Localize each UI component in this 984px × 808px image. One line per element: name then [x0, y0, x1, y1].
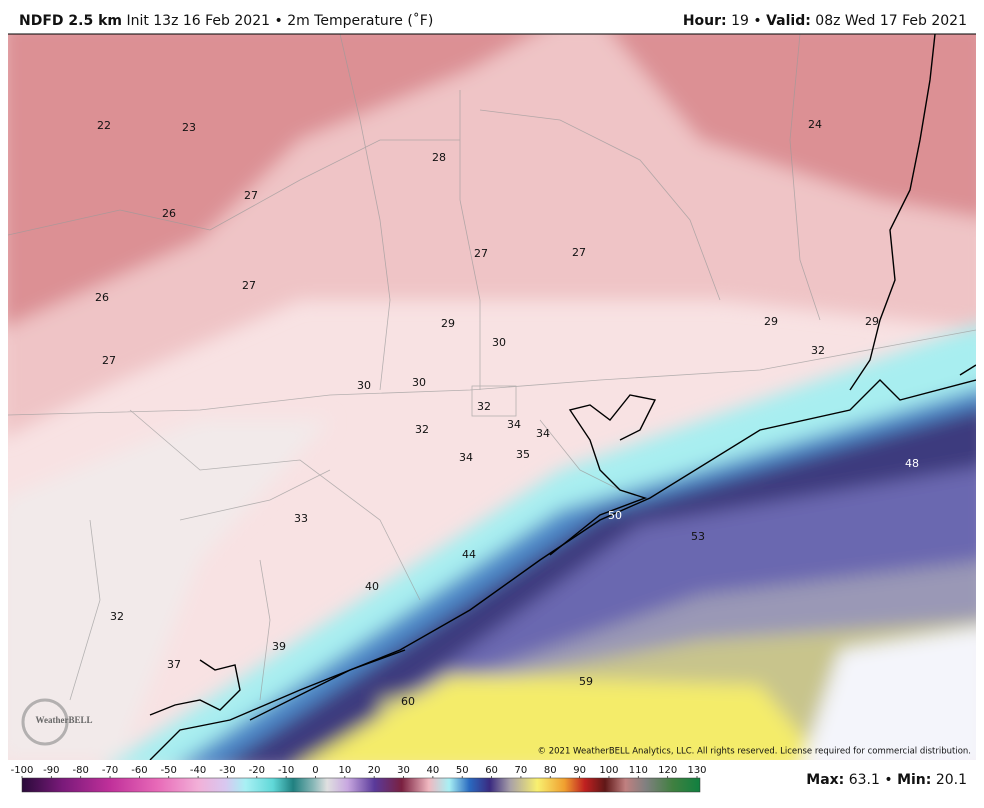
temperature-label: 40 [365, 580, 379, 593]
temperature-label: 35 [516, 448, 530, 461]
temperature-label: 22 [97, 119, 111, 132]
temperature-label: 32 [811, 344, 825, 357]
colorbar-tick-label: -90 [43, 765, 59, 776]
temperature-label: 27 [102, 354, 116, 367]
colorbar-tick-label: -50 [161, 765, 177, 776]
temperature-label: 26 [162, 207, 176, 220]
colorbar-tick-label: -30 [219, 765, 235, 776]
max-label: Max: [806, 772, 844, 788]
colorbar-tick-label: -60 [131, 765, 147, 776]
colorbar-tick-label: -40 [190, 765, 206, 776]
colorbar-tick-label: 60 [485, 765, 498, 776]
temperature-label: 27 [474, 247, 488, 260]
colorbar-tick-label: 120 [658, 765, 677, 776]
init: Init 13z 16 Feb 2021 [126, 13, 270, 29]
colorbar-gradient [21, 777, 701, 793]
map-labels: 22 23 28 24 27 26 27 27 26 27 29 30 29 29 32 27 30 30 32 34… [95, 118, 919, 708]
copyright: © 2021 WeatherBELL Analytics, LLC. All r… [538, 747, 971, 757]
temperature-label: 37 [167, 658, 181, 671]
header-segment: Hour: 19 • Valid: 08z Wed 17 Feb 2021 [683, 13, 967, 29]
temperature-label: 23 [182, 121, 196, 134]
temperature-label: 32 [110, 610, 124, 623]
colorbar-tick-label: 80 [544, 765, 557, 776]
temperature-label: 29 [441, 317, 455, 330]
temperature-label: 32 [477, 400, 491, 413]
hour: 19 [731, 13, 749, 29]
temperature-field [8, 34, 976, 760]
map: 22 23 28 24 27 26 27 27 26 27 29 30 29 29 32 27 30 30 32 34… [8, 34, 976, 760]
product: 2m Temperature (˚F) [287, 12, 433, 29]
separator: • [274, 13, 282, 29]
colorbar-tick-label: 70 [515, 765, 528, 776]
temperature-label: 39 [272, 640, 286, 653]
county-lines [8, 34, 976, 701]
temperature-label: 27 [242, 279, 256, 292]
colorbar-tick-label: 90 [573, 765, 586, 776]
header-segment: NDFD 2.5 km Init 13z 16 Feb 2021 • 2m Te… [19, 12, 433, 29]
temperature-label: 60 [401, 695, 415, 708]
min-label: Min: [897, 772, 931, 788]
colorbar-tick-label: 10 [338, 765, 351, 776]
colorbar-tick-label: 50 [456, 765, 469, 776]
temperature-label: 59 [579, 675, 593, 688]
logo: WeatherBELL [21, 698, 93, 746]
colorbar-tick-label: -70 [102, 765, 118, 776]
model: NDFD 2.5 km [19, 13, 122, 29]
temperature-label: 34 [536, 427, 550, 440]
max: 63.1 [849, 772, 880, 788]
valid-label: Valid: [766, 13, 811, 29]
temperature-label: 50 [608, 509, 622, 522]
colorbar-tick-label: 40 [427, 765, 440, 776]
temperature-label: 48 [905, 457, 919, 470]
temperature-label: 24 [808, 118, 822, 131]
temperature-label: 30 [492, 336, 506, 349]
coastline [149, 34, 976, 760]
colorbar-tick-label: 30 [397, 765, 410, 776]
temperature-label: 29 [764, 315, 778, 328]
temperature-label: 26 [95, 291, 109, 304]
colorbar: -100 -90 -80 -70 -60 -50 -40 -30 -20 -10 0 10 20 30 40… [11, 765, 707, 793]
temperature-label: 30 [357, 379, 371, 392]
temperature-label: 32 [415, 423, 429, 436]
temperature-label: 27 [244, 189, 258, 202]
temperature-label: 34 [507, 418, 521, 431]
colorbar-tick-label: 20 [368, 765, 381, 776]
colorbar-tick-label: 110 [629, 765, 648, 776]
temperature-label: 27 [572, 246, 586, 259]
hour-label: Hour: [683, 13, 727, 29]
temperature-label: 29 [865, 315, 879, 328]
separator: • [753, 13, 761, 29]
temperature-label: 30 [412, 376, 426, 389]
colorbar-tick-label: 130 [687, 765, 706, 776]
separator: • [884, 772, 892, 788]
temperature-label: 53 [691, 530, 705, 543]
colorbar-tick-label: -80 [73, 765, 89, 776]
temperature-label: 44 [462, 548, 476, 561]
colorbar-tick-label: 100 [599, 765, 618, 776]
logo-text: WeatherBELL [35, 715, 92, 725]
header: NDFD 2.5 km Init 13z 16 Feb 2021 • 2m Te… [19, 12, 967, 29]
footer-stats: Max: 63.1 • Min: 20.1 [806, 772, 967, 788]
valid: 08z Wed 17 Feb 2021 [815, 13, 967, 29]
colorbar-tick-label: -10 [278, 765, 294, 776]
colorbar-tick-label: -100 [11, 765, 34, 776]
temperature-label: 28 [432, 151, 446, 164]
colorbar-tick-label: 0 [312, 765, 318, 776]
min: 20.1 [936, 772, 967, 788]
temperature-label: 33 [294, 512, 308, 525]
colorbar-tick-label: -20 [249, 765, 265, 776]
temperature-label: 34 [459, 451, 473, 464]
